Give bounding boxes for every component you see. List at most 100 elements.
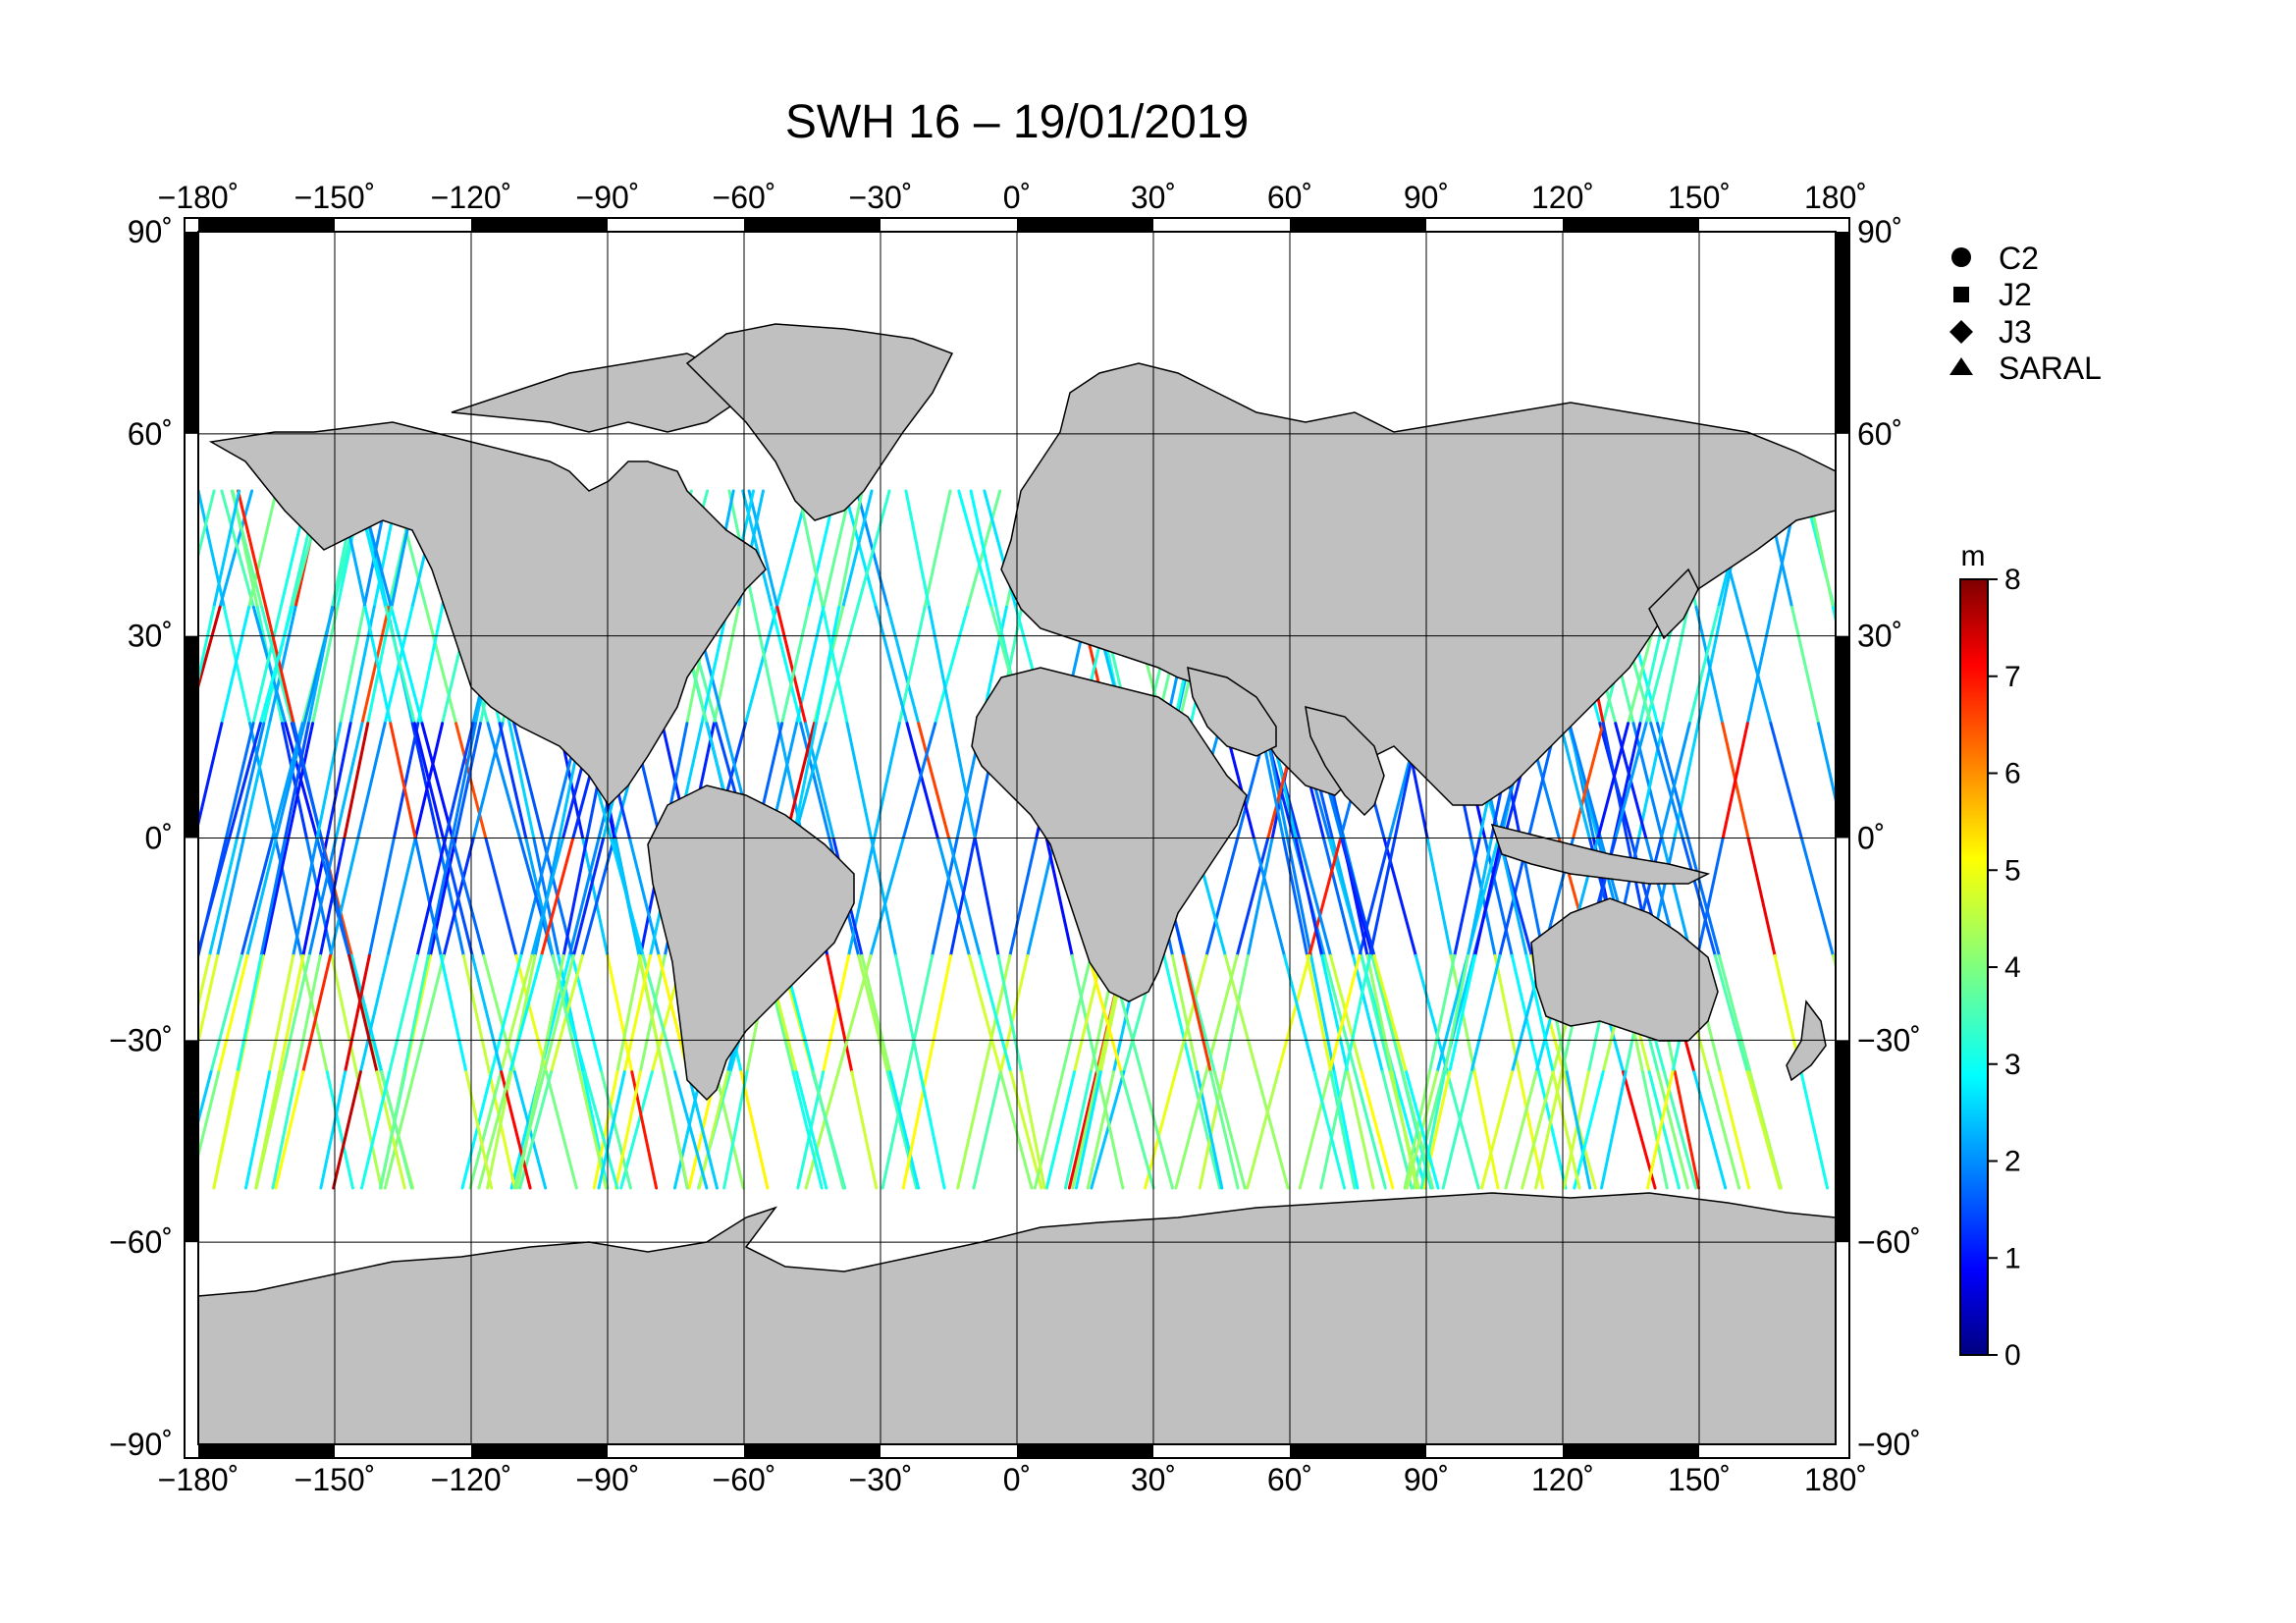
track-segment [198,605,222,692]
track-segment [1346,1070,1375,1190]
track-segment [780,605,811,726]
track-segment [1746,838,1777,957]
track-segment [1790,605,1820,726]
track-segment [799,722,831,841]
track-segment [697,1070,730,1190]
track-segment [1086,1070,1115,1190]
track-segment [237,489,268,609]
track-segment [113,1072,140,1188]
track-segment [752,605,780,726]
track-segment [841,489,874,609]
track-segment [1524,953,1555,1074]
track-segment [301,953,333,1074]
latitude-tick-label: −60˚ [1857,1224,1921,1260]
track-segment [1897,1072,1924,1188]
track-segment [837,489,864,609]
track-segment [897,605,927,726]
frame-bar [198,218,335,232]
track-segment [512,1070,546,1190]
track-segment [360,605,391,726]
track-segment [1306,953,1333,1074]
track-segment [420,722,454,841]
track-segment [637,953,666,1074]
track-segment [218,489,254,609]
latitude-tick-label: 0˚ [1857,821,1885,856]
track-segment [1095,1070,1125,1190]
latitude-tick-label: 60˚ [128,416,173,452]
track-segment [1649,722,1685,841]
track-segment [1370,953,1405,1074]
track-segment [1883,839,1907,955]
track-segment [254,1070,285,1190]
track-segment [1745,1070,1782,1190]
track-segment [283,722,310,841]
latitude-tick-label: −60˚ [109,1224,173,1260]
track-segment [1601,722,1629,841]
africa-landmass [971,667,1248,1002]
latitude-tick-label: −90˚ [1857,1427,1921,1462]
track-segment [822,953,851,1074]
track-segment [286,722,315,841]
longitude-tick-label: 60˚ [1267,180,1312,215]
satellite-legend: C2 J2 J3 SARAL [1949,241,2102,386]
latitude-tick-label: 90˚ [1857,214,1902,249]
track-segment [366,605,394,726]
track-segment [918,1070,946,1190]
track-segment [905,722,940,841]
track-segment [885,1070,919,1190]
colorbar-tick-label: 0 [2004,1339,2021,1372]
track-segment [1182,953,1212,1074]
track-segment [662,1070,690,1190]
colorbar-unit: m [1961,540,1986,572]
track-segment [486,722,522,841]
track-segment [1212,1070,1247,1190]
track-segment [1800,838,1835,957]
track-segment [207,838,239,957]
track-segment [1504,1070,1538,1190]
frame-bar [1290,1444,1426,1458]
track-segment [1119,1070,1155,1190]
track-segment [1332,1070,1360,1190]
track-segment [143,1072,171,1188]
track-segment [344,953,371,1074]
frame-bar [185,635,198,839]
frame-bar [1290,218,1426,232]
track-segment [1718,1070,1751,1190]
track-segment [747,489,779,609]
track-segment [1419,1070,1447,1190]
track-segment [212,1070,240,1190]
longitude-tick-label: 90˚ [1404,1462,1449,1497]
latitude-labels-right: 90˚ 60˚ 30˚ 0˚ −30˚ −60˚ −90˚ [1857,214,1921,1462]
track-segment [471,722,505,841]
track-segment [315,722,343,841]
track-segment [454,722,482,841]
track-segment [507,722,536,841]
track-segment [592,1070,619,1190]
greenland-landmass [685,323,954,521]
track-segment [1087,953,1123,1074]
frame-bar [198,1444,335,1458]
track-segment [1061,953,1093,1074]
frame-bar [471,218,608,232]
track-segment [947,838,982,957]
track-segment [347,953,379,1074]
track-segment [235,722,266,841]
track-segment [974,838,1000,957]
track-segment [600,1070,632,1190]
track-segment [1473,838,1503,957]
legend-diamond-marker [1949,320,1973,344]
track-segment [1448,953,1477,1074]
track-segment [402,953,430,1074]
track-segment [792,722,828,841]
track-segment [389,722,417,841]
track-segment [245,838,278,957]
latitude-tick-label: 90˚ [128,214,173,249]
track-segment [969,489,998,609]
track-segment [1144,1070,1178,1190]
track-segment [1864,1072,1896,1188]
colorbar-tick-label: 1 [2004,1242,2021,1274]
track-segment [349,953,384,1074]
track-segment [1443,953,1469,1074]
track-segment [198,953,220,1049]
longitude-tick-label: −120˚ [431,1462,512,1497]
